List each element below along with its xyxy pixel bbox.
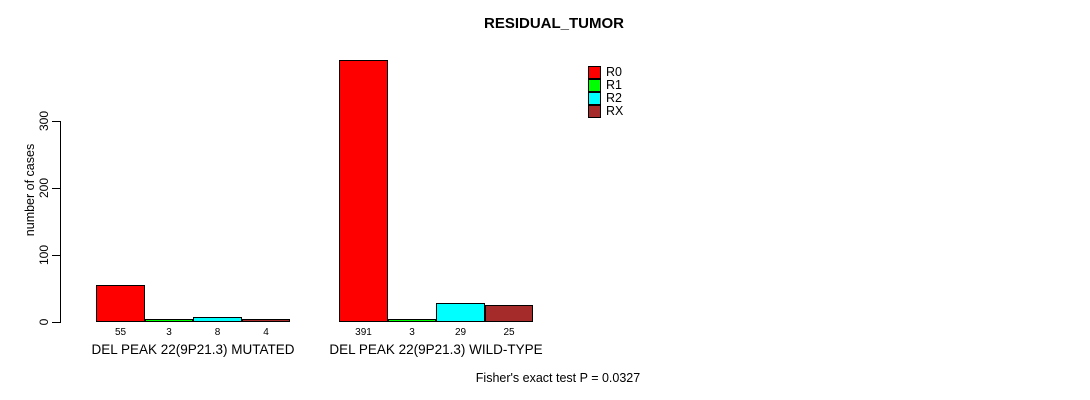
legend-swatch-r2 [588,92,601,105]
bar-value-label: 29 [454,327,467,338]
y-tick-label: 100 [37,244,51,266]
legend-label: R1 [606,78,622,92]
bar-rx-group2 [485,305,533,322]
legend-swatch-rx [588,105,601,118]
bar-value-label: 25 [503,327,515,338]
legend-item-r2: R2 [588,92,623,105]
bar-value-label: 4 [263,327,269,338]
y-tick-mark [52,188,60,189]
y-tick-label: 300 [37,110,51,132]
y-tick-label: 0 [37,318,51,326]
legend-item-rx: RX [588,105,623,118]
bar-value-label: 3 [409,327,415,338]
y-tick-label: 200 [37,177,51,199]
bar-r1-group2 [388,319,436,322]
y-tick-mark [52,322,60,323]
chart-title: RESIDUAL_TUMOR [483,15,625,32]
bar-r2-group2 [436,303,485,322]
bar-value-label: 8 [214,327,221,338]
legend-label: RX [606,104,624,118]
legend-swatch-r0 [588,66,601,79]
y-tick-mark [52,121,60,122]
y-axis-line [60,121,61,323]
bar-r0-group1 [96,285,145,322]
bar-r0-group2 [339,60,388,322]
category-label: DEL PEAK 22(9P21.3) WILD-TYPE [329,342,543,357]
bar-value-label: 55 [114,327,127,338]
bar-r1-group1 [145,319,193,322]
legend-swatch-r1 [588,79,601,92]
bar-rx-group1 [242,319,290,322]
bar-value-label: 391 [355,327,372,338]
annotation-text: Fisher's exact test P = 0.0327 [475,371,641,385]
legend-label: R2 [606,91,622,105]
y-tick-mark [52,255,60,256]
category-label: DEL PEAK 22(9P21.3) MUTATED [91,342,295,357]
bar-r2-group1 [193,317,242,322]
legend-item-r1: R1 [588,79,623,92]
legend-item-r0: R0 [588,66,623,79]
legend-label: R0 [606,65,622,79]
y-axis-label: number of cases [23,143,37,237]
bar-value-label: 3 [166,327,172,338]
legend: R0 R1 R2 RX [588,66,623,118]
